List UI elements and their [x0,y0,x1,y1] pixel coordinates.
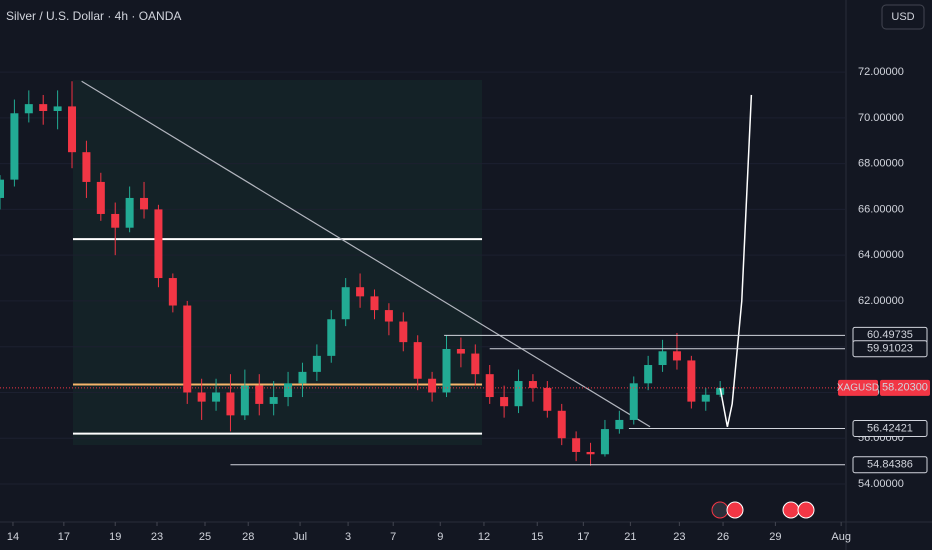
x-tick-label: 23 [151,531,163,543]
candle-body [413,342,422,379]
projection-curve [719,94,753,427]
x-tick-label: 29 [769,531,781,543]
level-label: 56.42421 [867,422,913,434]
candle-body [399,321,408,343]
candle-body [10,113,19,180]
currency-button[interactable] [881,4,925,30]
candle-body [428,378,437,393]
candle-body [356,287,365,297]
candle-body [600,429,609,455]
candle-body [514,381,523,407]
symbol-tag [838,379,878,396]
profile-zone [73,80,482,445]
candle-body [197,392,206,402]
y-tick-label: 62.00000 [858,295,904,307]
candle-body [615,419,624,430]
candle-body [111,213,120,228]
candle-body [226,392,235,416]
symbol-title: Silver / U.S. Dollar · 4h · OANDA [6,9,181,23]
candle-body [701,394,710,402]
candle-body [284,383,293,398]
candle-body [240,385,249,416]
candle-body [687,360,696,402]
candle-body [125,197,134,228]
level-tag [852,420,928,438]
candle-body [471,353,480,375]
price-tag [880,379,930,396]
x-tick-label: Aug [831,531,851,543]
trendline [81,80,651,428]
y-tick-label: 54.00000 [858,478,904,490]
x-tick-label: 15 [531,531,543,543]
y-tick-label: 66.00000 [858,203,904,215]
level-tag [852,456,928,474]
x-tick-label: 7 [390,531,396,543]
y-tick-label: 70.00000 [858,112,904,124]
event-icon[interactable] [711,501,729,519]
candle-body [341,287,350,320]
x-tick-label: 3 [345,531,351,543]
candle-body [255,385,264,404]
y-tick-label: 68.00000 [858,158,904,170]
x-tick-label: 9 [437,531,443,543]
y-tick-label: 72.00000 [858,66,904,78]
level-label: 59.91023 [867,343,913,355]
candle-body [456,348,465,354]
y-tick-label: 64.00000 [858,249,904,261]
x-tick-label: 19 [109,531,121,543]
candle-body [168,278,177,306]
x-tick-label: 17 [577,531,589,543]
x-tick-label: 21 [624,531,636,543]
event-icon[interactable] [797,501,815,519]
candle-body [528,381,537,388]
candle-body [442,348,451,393]
x-tick-label: 14 [7,531,19,543]
event-icons [711,501,815,519]
x-tick-label: Jul [293,531,307,543]
event-icon[interactable] [782,501,800,519]
price-label: 58.20300 [882,382,928,394]
symbol-label: XAGUSD [837,382,879,393]
candle-body [586,451,595,455]
event-icon[interactable] [726,501,744,519]
candle-body [269,397,278,404]
candle-body [543,387,552,411]
candle-body [0,179,4,198]
candle-body [183,305,192,393]
candle-body [384,310,393,322]
x-tick-label: 12 [478,531,490,543]
candle-body [629,383,638,420]
candle-body [298,371,307,384]
candle-body [572,438,581,452]
candle-body [312,355,321,372]
candle-body [96,181,105,214]
candle-body [500,397,509,407]
x-tick-label: 23 [673,531,685,543]
candle-body [644,365,653,384]
candle-body [68,106,77,153]
level-tag [852,340,928,358]
level-label: 60.49735 [867,329,913,341]
candle-body [672,351,681,361]
candle-body [485,374,494,398]
currency-label: USD [891,11,914,23]
candle-body [140,197,149,210]
candle-body [658,351,667,366]
x-tick-label: 26 [717,531,729,543]
level-label: 54.84386 [867,459,913,471]
candle-body [82,152,91,182]
candle-body [327,319,336,356]
x-tick-label: 25 [199,531,211,543]
candle-body [370,296,379,311]
candle-body [24,104,33,114]
candle-body [39,104,48,111]
x-tick-label: 17 [58,531,70,543]
candle-body [154,209,163,279]
candle-body [557,410,566,439]
x-tick-label: 28 [242,531,254,543]
candle-body [53,106,62,111]
candle-body [212,392,221,402]
